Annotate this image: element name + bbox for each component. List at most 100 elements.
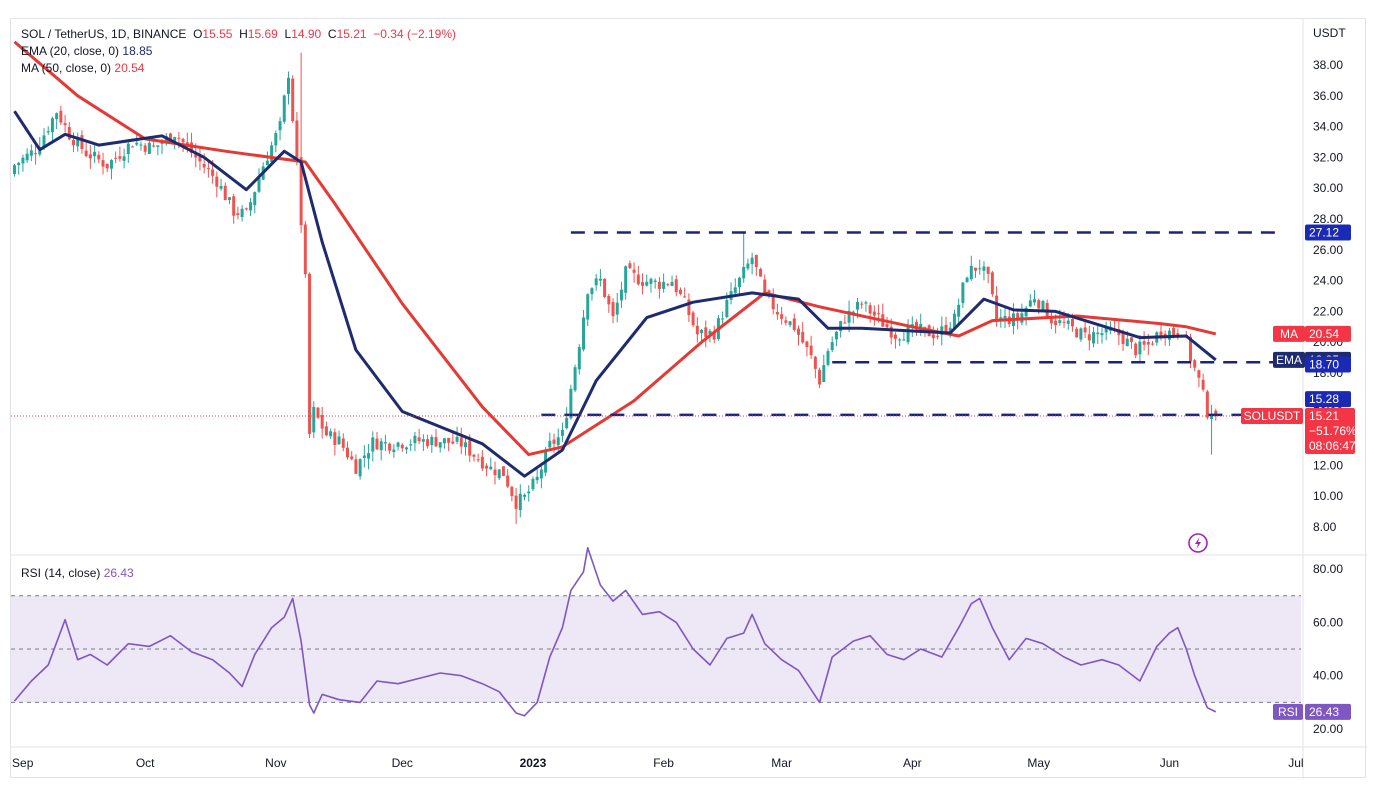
ma-legend[interactable]: MA (50, close, 0) 20.54 bbox=[21, 60, 144, 77]
candle-body bbox=[674, 279, 678, 293]
candle-body bbox=[286, 77, 290, 95]
candle-body bbox=[181, 139, 185, 143]
candle-body bbox=[501, 466, 505, 476]
candle-body bbox=[898, 339, 902, 341]
ma-50-line bbox=[13, 40, 1217, 457]
rsi-tick-label: 80.00 bbox=[1313, 562, 1343, 576]
candle-body bbox=[177, 137, 181, 139]
candle bbox=[480, 450, 484, 472]
header-legend: SOL / TetherUS, 1D, BINANCE O15.55 H15.6… bbox=[21, 26, 456, 43]
candle bbox=[80, 130, 84, 154]
candle bbox=[232, 193, 236, 224]
rsi-value-text: 26.43 bbox=[1309, 705, 1339, 719]
candle bbox=[742, 232, 746, 283]
candle bbox=[527, 485, 531, 502]
candle bbox=[805, 340, 809, 357]
candle-body bbox=[63, 123, 67, 126]
candle bbox=[780, 306, 784, 325]
candle-body bbox=[982, 266, 986, 271]
candle bbox=[636, 265, 640, 286]
candle bbox=[392, 444, 396, 458]
candle bbox=[868, 302, 872, 323]
candle bbox=[771, 288, 775, 315]
candle-body bbox=[902, 339, 906, 341]
candle-body bbox=[657, 281, 661, 289]
candle bbox=[759, 267, 763, 277]
candle-body bbox=[270, 145, 274, 163]
candle-body bbox=[830, 342, 834, 351]
candle bbox=[329, 428, 333, 439]
level-tag-15-text: 15.28 bbox=[1309, 392, 1339, 406]
candle-body bbox=[29, 150, 33, 156]
rsi-tick-label: 40.00 bbox=[1313, 669, 1343, 683]
ema-legend[interactable]: EMA (20, close, 0) 18.85 bbox=[21, 43, 152, 60]
candle bbox=[114, 151, 118, 164]
candle bbox=[447, 437, 451, 452]
candle-body bbox=[678, 289, 682, 294]
candle bbox=[76, 132, 80, 152]
rsi-badge bbox=[1273, 703, 1303, 720]
candle-body bbox=[872, 311, 876, 316]
candle-body bbox=[472, 454, 476, 457]
candle-body bbox=[291, 78, 295, 122]
ma-legend-value: 20.54 bbox=[114, 61, 145, 75]
candle-body bbox=[25, 153, 29, 161]
candle bbox=[775, 303, 779, 320]
level-tag-18-text: 18.70 bbox=[1309, 358, 1339, 372]
candle-body bbox=[333, 432, 337, 445]
candle-body bbox=[733, 287, 737, 294]
candle bbox=[603, 278, 607, 299]
candle bbox=[809, 335, 813, 359]
candle bbox=[1033, 290, 1037, 306]
candle bbox=[29, 144, 33, 162]
candle bbox=[50, 116, 54, 141]
candle-body bbox=[796, 328, 800, 335]
candle-body bbox=[788, 321, 792, 325]
candle bbox=[586, 293, 590, 326]
candle bbox=[1205, 389, 1209, 420]
candle-body bbox=[1058, 320, 1062, 324]
candle bbox=[737, 276, 741, 296]
candle-body bbox=[84, 150, 88, 157]
symbol-label[interactable]: SOL / TetherUS, 1D, BINANCE bbox=[21, 27, 187, 41]
candle-body bbox=[826, 351, 830, 365]
candle-body bbox=[105, 163, 109, 169]
candle-body bbox=[265, 160, 269, 166]
chart-frame[interactable]: USDT8.0010.0012.0016.0018.0020.0022.0024… bbox=[10, 18, 1367, 779]
chart-canvas[interactable]: USDT8.0010.0012.0016.0018.0020.0022.0024… bbox=[11, 19, 1367, 779]
candle bbox=[34, 143, 38, 165]
rsi-legend[interactable]: RSI (14, close) 26.43 bbox=[21, 565, 134, 582]
candle bbox=[63, 114, 67, 133]
price-tick-label: 8.00 bbox=[1313, 520, 1337, 534]
candle-body bbox=[299, 157, 303, 226]
candle-body bbox=[569, 388, 573, 419]
candle-body bbox=[434, 437, 438, 447]
candle bbox=[683, 287, 687, 298]
candle-body bbox=[556, 437, 560, 446]
rsi-badge-label: RSI bbox=[1278, 705, 1298, 719]
candle-body bbox=[190, 142, 194, 154]
candle-body bbox=[257, 178, 261, 192]
candle bbox=[1075, 326, 1079, 338]
candle bbox=[598, 268, 602, 287]
ema-20-line bbox=[13, 110, 1217, 478]
candle-body bbox=[143, 145, 147, 152]
candle-body bbox=[856, 302, 859, 310]
candle bbox=[518, 484, 522, 518]
candle-body bbox=[249, 202, 253, 211]
candle-body bbox=[1066, 320, 1070, 324]
candle bbox=[126, 141, 130, 163]
candle-body bbox=[746, 263, 750, 269]
candle bbox=[88, 145, 92, 169]
candle bbox=[341, 433, 345, 452]
candle-body bbox=[847, 310, 851, 323]
candle bbox=[413, 431, 417, 452]
candle bbox=[641, 273, 645, 295]
candle-body bbox=[1125, 338, 1129, 347]
last-price-box bbox=[1305, 407, 1355, 454]
candle-body bbox=[337, 436, 341, 445]
candle-body bbox=[409, 444, 413, 446]
candle-body bbox=[109, 160, 113, 169]
candle-body bbox=[1003, 315, 1007, 320]
time-tick-label: 2023 bbox=[520, 756, 547, 770]
